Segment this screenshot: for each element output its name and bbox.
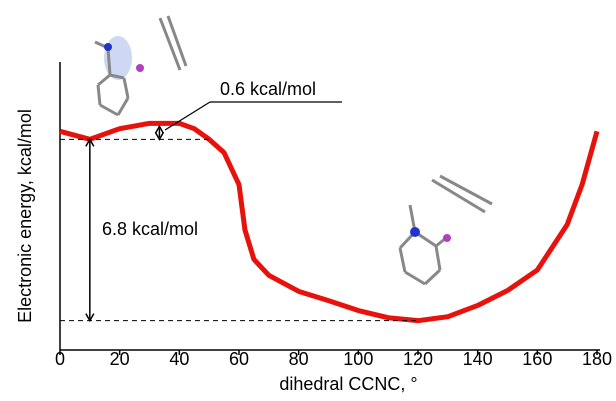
x-tick-label: 0 — [55, 349, 65, 369]
x-tick-label: 60 — [229, 349, 249, 369]
annotation: 0.6 kcal/mol — [220, 79, 316, 99]
x-tick-label: 140 — [463, 349, 493, 369]
x-tick-label: 40 — [169, 349, 189, 369]
x-tick-label: 20 — [110, 349, 130, 369]
molecule-bottom — [400, 176, 492, 284]
x-tick-label: 160 — [522, 349, 552, 369]
page: {"chart_data": {"type": "line", "x_label… — [0, 0, 616, 401]
y-axis-label: Electronic energy, kcal/mol — [15, 109, 35, 323]
x-tick-label: 100 — [343, 349, 373, 369]
x-tick-label: 120 — [403, 349, 433, 369]
chart: 0 20 40 60 80 100 120 140 160 180 dihedral CCNC, °… — [0, 0, 616, 401]
x-axis-label: dihedral CCNC, ° — [279, 374, 417, 394]
molecule-top — [95, 16, 186, 115]
x-tick-label: 80 — [289, 349, 309, 369]
annotation: 6.8 kcal/mol — [102, 219, 198, 239]
x-tick-label: 180 — [582, 349, 612, 369]
